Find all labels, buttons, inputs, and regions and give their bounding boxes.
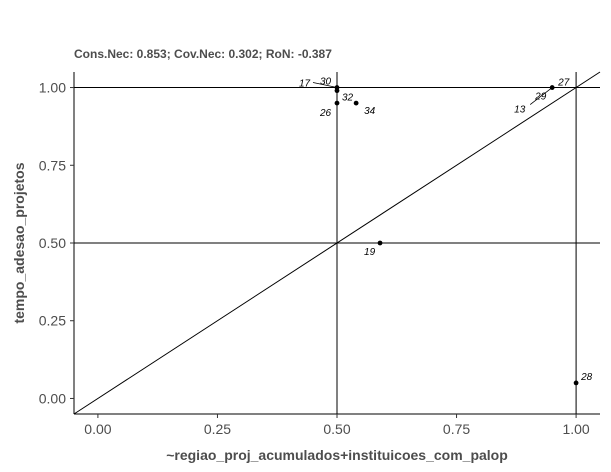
y-axis-title: tempo_adesao_projetos [11,162,27,323]
y-tick-label: 0.50 [39,235,66,251]
y-tick-label: 0.75 [39,157,66,173]
point-28 [573,380,579,386]
tick-labels: 0.00 0.25 0.50 0.75 1.00 0.00 0.25 0.50 0.75 1.00 [39,80,590,437]
point-label-13: 13 [514,105,526,116]
label-connector-17 [312,82,338,88]
x-tick-label: 0.50 [323,421,350,437]
point-label-19: 19 [364,247,376,258]
diagonal-line [73,71,601,415]
reference-lines [73,71,601,415]
point-19 [377,240,383,246]
point-label-17: 17 [299,79,311,90]
y-tick-label: 0.00 [39,390,66,406]
x-axis-title: ~regiao_proj_acumulados+instituicoes_com… [166,447,508,463]
x-tick-label: 1.00 [562,421,589,437]
point-label-34: 34 [364,106,376,117]
y-tick-label: 1.00 [39,80,66,96]
point-label-27: 27 [557,78,570,89]
chart-subtitle: Cons.Nec: 0.853; Cov.Nec: 0.302; RoN: -0… [74,47,332,61]
point-32 [334,88,340,94]
point-label-28: 28 [580,372,593,383]
point-26 [334,100,340,106]
x-tick-label: 0.00 [84,421,111,437]
point-label-26: 26 [319,108,332,119]
y-tick-label: 0.25 [39,313,66,329]
x-tick-label: 0.25 [204,421,231,437]
label-connector-13 [529,87,553,105]
point-label-30: 30 [320,77,332,88]
point-34 [353,100,359,106]
point-label-32: 32 [342,93,354,104]
axes [70,72,600,418]
x-tick-label: 0.75 [443,421,470,437]
